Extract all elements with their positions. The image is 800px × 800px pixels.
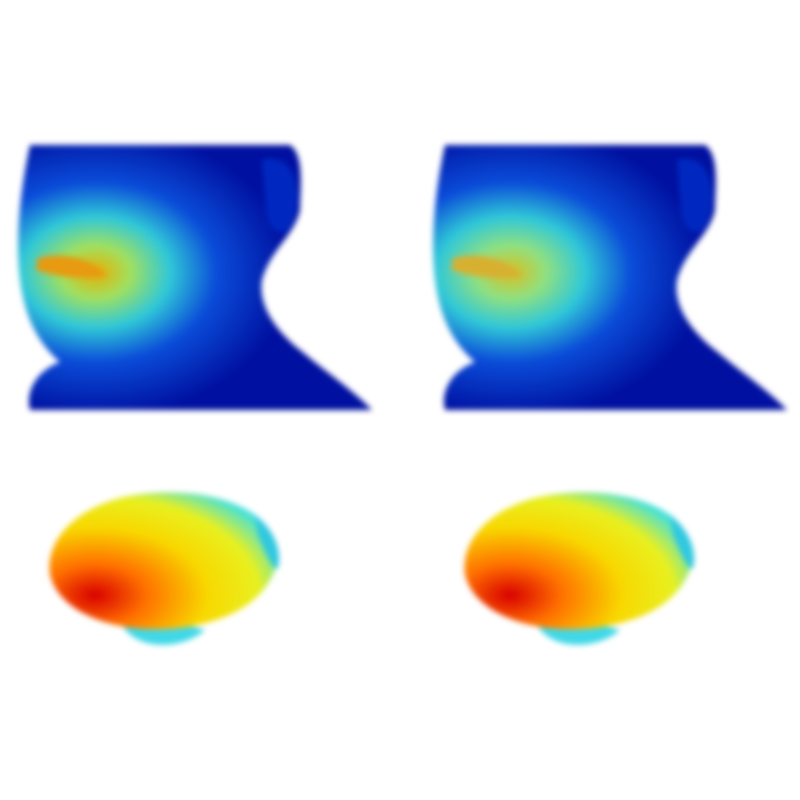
face-heatmap-left xyxy=(0,130,400,430)
face-heatmap-left-svg xyxy=(18,145,372,410)
shape-heatmap-left-svg xyxy=(49,492,280,645)
face-silhouette xyxy=(18,145,372,410)
face-heatmap-right xyxy=(415,130,800,430)
ear xyxy=(262,158,298,233)
shape-heatmap-right-svg xyxy=(464,492,695,645)
lips xyxy=(36,255,108,278)
shape-heatmap-left xyxy=(30,480,300,660)
shape-body xyxy=(464,492,692,630)
lips xyxy=(451,255,523,278)
face-silhouette xyxy=(433,145,787,410)
shape-rim xyxy=(670,515,695,569)
face-heatmap-right-svg xyxy=(433,145,787,410)
ear xyxy=(677,158,713,233)
shape-heatmap-right xyxy=(445,480,715,660)
shape-rim xyxy=(255,515,280,569)
shape-body xyxy=(49,492,277,630)
